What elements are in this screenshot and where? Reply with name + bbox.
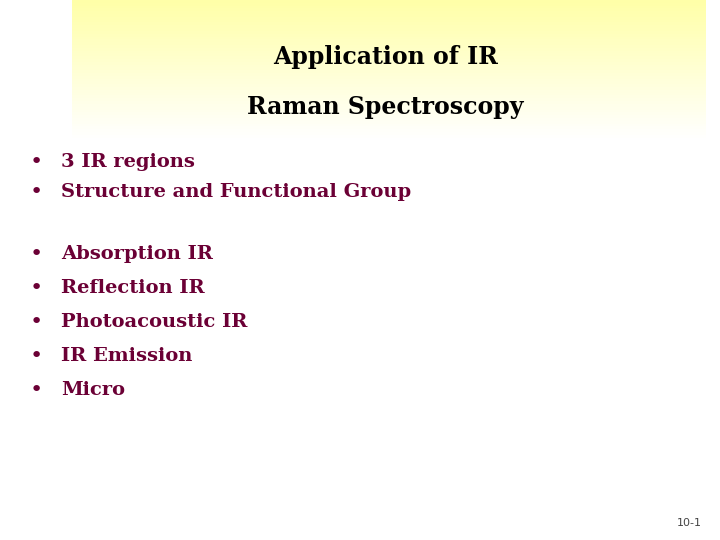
Bar bbox=[72, 17, 706, 19]
Text: Reflection IR: Reflection IR bbox=[61, 279, 204, 297]
Bar bbox=[72, 73, 706, 76]
Bar bbox=[72, 42, 706, 45]
Bar bbox=[72, 90, 706, 93]
Bar bbox=[72, 84, 706, 87]
Bar bbox=[72, 23, 706, 25]
Bar bbox=[72, 98, 706, 101]
Bar bbox=[72, 107, 706, 110]
Bar bbox=[72, 59, 706, 62]
Bar bbox=[72, 53, 706, 56]
Bar bbox=[72, 19, 706, 23]
Bar bbox=[72, 115, 706, 118]
Text: 3 IR regions: 3 IR regions bbox=[61, 153, 195, 171]
Bar bbox=[72, 9, 706, 11]
Bar bbox=[72, 37, 706, 39]
Bar bbox=[72, 87, 706, 90]
Bar bbox=[72, 45, 706, 48]
Bar bbox=[72, 48, 706, 51]
Bar bbox=[72, 3, 706, 5]
Text: Structure and Functional Group: Structure and Functional Group bbox=[61, 183, 411, 201]
Text: Photoacoustic IR: Photoacoustic IR bbox=[61, 313, 248, 331]
Bar bbox=[72, 110, 706, 112]
Bar bbox=[72, 104, 706, 107]
Bar bbox=[72, 93, 706, 96]
Text: Absorption IR: Absorption IR bbox=[61, 245, 213, 263]
Bar bbox=[72, 118, 706, 121]
Bar bbox=[72, 121, 706, 124]
Text: •: • bbox=[30, 380, 42, 400]
Bar bbox=[72, 51, 706, 53]
Bar bbox=[72, 39, 706, 42]
Text: •: • bbox=[30, 346, 42, 366]
Bar bbox=[72, 101, 706, 104]
Text: •: • bbox=[30, 152, 42, 172]
Text: Micro: Micro bbox=[61, 381, 125, 399]
Bar bbox=[72, 62, 706, 65]
Bar bbox=[72, 28, 706, 31]
Bar bbox=[72, 33, 706, 37]
Bar bbox=[72, 135, 706, 138]
Bar bbox=[72, 5, 706, 9]
Text: 10-1: 10-1 bbox=[677, 518, 702, 528]
Bar bbox=[72, 25, 706, 28]
Bar bbox=[72, 65, 706, 68]
Bar bbox=[72, 0, 706, 3]
Bar bbox=[72, 132, 706, 135]
Bar bbox=[72, 82, 706, 84]
Bar bbox=[72, 76, 706, 79]
Text: Application of IR: Application of IR bbox=[273, 45, 498, 69]
Text: Raman Spectroscopy: Raman Spectroscopy bbox=[247, 95, 523, 119]
Bar bbox=[72, 138, 706, 140]
Bar bbox=[72, 112, 706, 115]
Bar bbox=[72, 126, 706, 129]
Bar bbox=[72, 11, 706, 14]
Bar bbox=[72, 79, 706, 82]
Bar bbox=[72, 31, 706, 33]
Bar bbox=[72, 70, 706, 73]
Bar bbox=[72, 68, 706, 70]
Bar bbox=[72, 124, 706, 126]
Bar bbox=[72, 129, 706, 132]
Text: •: • bbox=[30, 278, 42, 298]
Text: IR Emission: IR Emission bbox=[61, 347, 192, 365]
Bar bbox=[72, 96, 706, 98]
Text: •: • bbox=[30, 244, 42, 264]
Text: •: • bbox=[30, 181, 42, 202]
Bar bbox=[72, 56, 706, 59]
Bar bbox=[72, 14, 706, 17]
Text: •: • bbox=[30, 312, 42, 332]
